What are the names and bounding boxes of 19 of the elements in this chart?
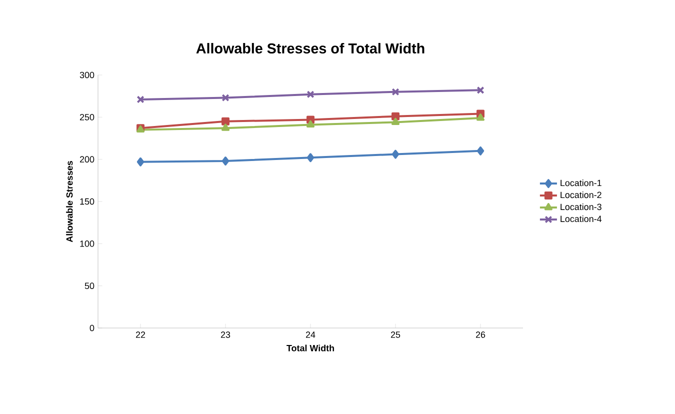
legend-label: Location-1: [560, 180, 602, 186]
y-tick-label: 0: [90, 324, 94, 332]
y-tick-label: 150: [80, 198, 94, 205]
legend-label: Location-3: [560, 203, 602, 210]
legend-label: Location-4: [560, 215, 602, 222]
y-axis-title: Allowable Stresses: [66, 161, 73, 242]
y-tick-label: 50: [84, 282, 94, 290]
chart-title: Allowable Stresses of Total Width: [196, 42, 424, 54]
x-tick-label: 23: [220, 332, 230, 338]
x-tick-label: 25: [390, 332, 400, 338]
y-tick-label: 300: [80, 72, 94, 78]
y-tick-label: 100: [80, 240, 94, 247]
y-tick-label: 250: [80, 114, 94, 120]
legend-label: Location-2: [560, 192, 602, 198]
x-tick-label: 22: [136, 332, 146, 338]
y-tick-label: 200: [80, 156, 94, 163]
x-tick-label: 24: [306, 332, 316, 338]
x-axis-title: Total Width: [286, 344, 334, 352]
x-tick-label: 26: [476, 332, 486, 338]
